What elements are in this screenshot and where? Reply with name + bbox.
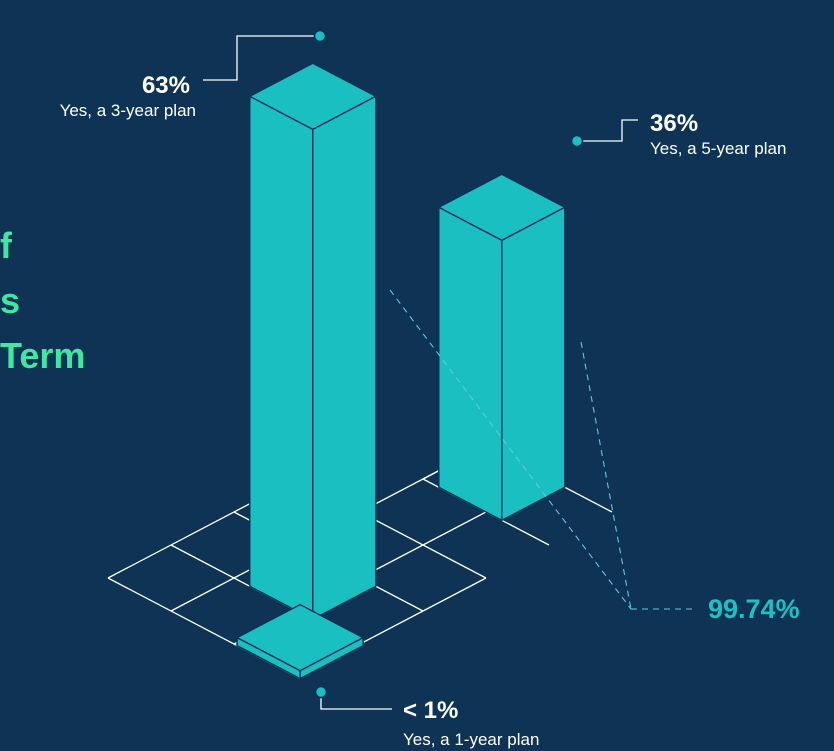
total-label: 99.74% (708, 594, 800, 624)
bar-1-year-top-face (236, 603, 364, 672)
value-label-3-year: 63% (141, 72, 190, 99)
data-label-3-year: 63% Yes, a 3-year plan (60, 72, 196, 122)
chart-heading: f s Term (0, 225, 86, 376)
total-connector-5-year (580, 341, 632, 610)
marker-1-year (314, 685, 328, 699)
value-label-5-year: 36% (650, 110, 699, 137)
bar-3-year (249, 62, 377, 620)
marker-3-year (313, 29, 327, 43)
leader-5-year (577, 119, 638, 142)
bar-3-year-top-face (249, 62, 377, 131)
total-connector-3-year (389, 289, 632, 610)
value-label-1-year: < 1% (403, 697, 459, 724)
category-label-5-year: Yes, a 5-year plan (650, 139, 787, 158)
bar-5-year-right-face (501, 206, 566, 521)
bar-5-year-top-face (438, 173, 566, 242)
category-label-1-year: Yes, a 1-year plan (403, 730, 540, 749)
leader-1-year (320, 692, 392, 710)
data-label-1-year: < 1% Yes, a 1-year plan (403, 697, 539, 751)
leader-3-year (203, 35, 320, 81)
bar-5-year (438, 173, 566, 521)
marker-5-year (570, 134, 584, 148)
callout-leaders (203, 29, 695, 710)
bar-5-year-left-face (438, 206, 503, 521)
category-label-3-year: Yes, a 3-year plan (59, 101, 196, 120)
data-label-5-year: 36% Yes, a 5-year plan (650, 110, 786, 160)
bar-1-year (236, 603, 364, 680)
bar-3-year-left-face (249, 95, 314, 620)
bars (236, 62, 566, 680)
bar-3-year-right-face (312, 95, 377, 620)
